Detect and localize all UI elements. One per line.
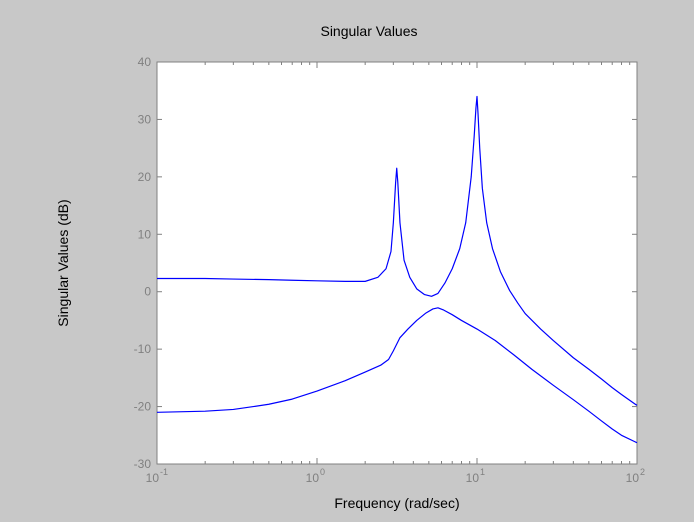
x-tick-label-base: 10	[626, 471, 640, 485]
chart-title: Singular Values	[320, 23, 417, 39]
y-tick-label: -10	[134, 342, 152, 356]
x-tick-label-base: 10	[306, 471, 320, 485]
x-tick-label: 10 1	[466, 467, 485, 485]
y-tick-label: 30	[138, 112, 152, 126]
y-tick-label: 40	[138, 55, 152, 69]
y-tick-label: 10	[138, 227, 152, 241]
x-tick-label-exponent: 2	[640, 467, 645, 477]
series-line-2	[156, 307, 638, 444]
x-tick-label-exponent: 0	[320, 467, 325, 477]
x-tick-label-base: 10	[146, 471, 160, 485]
x-axis-ticks: 10 -1 10 0 10 1 10 2	[146, 62, 645, 485]
y-axis-ticks: 40 30 20 10 0 -10 -20 -30	[134, 55, 637, 471]
x-tick-label-exponent: -1	[160, 467, 168, 477]
y-tick-label: 20	[138, 170, 152, 184]
plot-lines	[156, 95, 638, 444]
x-tick-label-base: 10	[466, 471, 480, 485]
y-tick-label: 0	[144, 285, 151, 299]
axes-background	[156, 61, 638, 465]
x-tick-label: 10 0	[306, 467, 325, 485]
x-axis-label: Frequency (rad/sec)	[334, 495, 459, 511]
x-tick-label-exponent: 1	[480, 467, 485, 477]
x-tick-label: 10 -1	[146, 467, 168, 485]
y-tick-label: -20	[134, 400, 152, 414]
y-tick-label: -30	[134, 457, 152, 471]
x-tick-label: 10 2	[626, 467, 645, 485]
series-line-1	[157, 95, 638, 406]
y-axis-label: Singular Values (dB)	[55, 199, 71, 326]
